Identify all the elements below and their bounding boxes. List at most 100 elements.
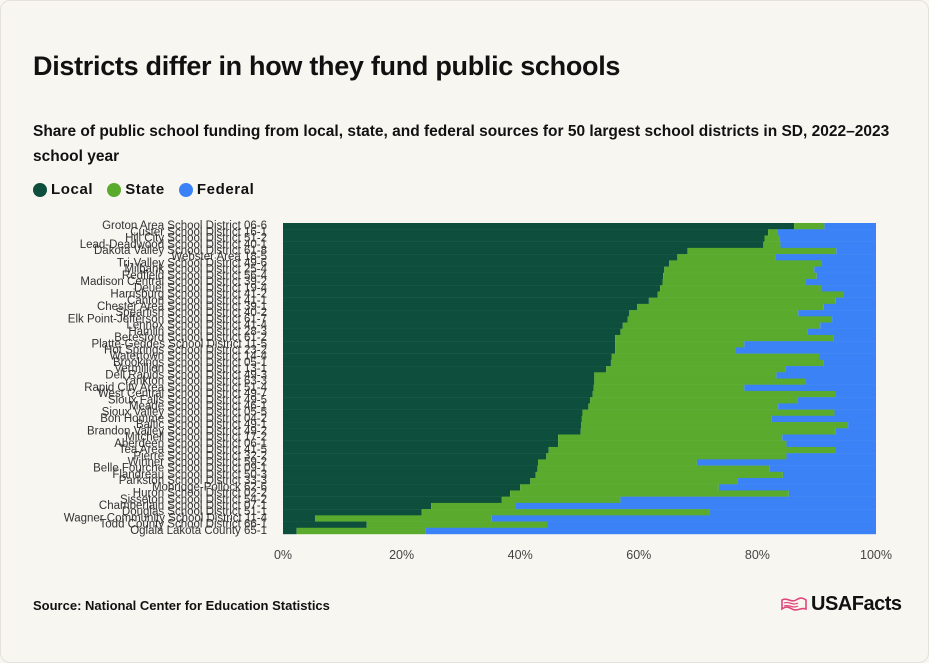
bar-segment-local: [283, 297, 649, 305]
category-label: Winner School District 59-2: [128, 456, 267, 468]
bar-segment-local: [283, 390, 593, 398]
category-label: Chester Area School District 39-1: [97, 301, 267, 313]
bar-segment-local: [283, 359, 611, 367]
bar-segment-state: [610, 359, 824, 367]
bar-segment-state: [629, 310, 799, 317]
category-label: Lennox School District 41-4: [126, 320, 267, 332]
bar-segment-state: [593, 384, 745, 392]
bar-segment-state: [558, 440, 787, 448]
bar-segment-state: [558, 434, 783, 441]
x-tick-label: 100%: [860, 548, 892, 562]
bar-segment-state: [660, 285, 822, 292]
bar-segment-state: [669, 260, 822, 267]
bar-segment-federal: [696, 459, 876, 466]
bar-segment-federal: [835, 390, 876, 398]
category-label: West Central School District 49-7: [98, 388, 267, 400]
legend-label-federal: Federal: [196, 181, 255, 198]
bar-segment-state: [588, 403, 779, 410]
bar-segment-local: [283, 285, 661, 292]
bar-segment-local: [283, 415, 582, 423]
bar-segment-federal: [806, 278, 876, 286]
bar-segment-federal: [820, 322, 876, 329]
category-label: Huron School District 02-2: [133, 488, 267, 500]
bar-segment-local: [283, 403, 589, 410]
bar-segment-state: [615, 347, 736, 354]
category-label: Mitchell School District 17-2: [125, 432, 267, 444]
legend-item-local: Local: [33, 181, 93, 198]
bar-segment-federal: [782, 434, 876, 441]
bar-segment-federal: [778, 403, 876, 410]
bar-segment-local: [283, 384, 594, 392]
category-label: Milbank School District 25-4: [124, 264, 267, 276]
bar-segment-state: [677, 254, 776, 261]
bar-segment-federal: [786, 440, 876, 448]
legend-swatch-state: [107, 182, 122, 197]
bar-segment-state: [580, 428, 836, 435]
bar-segment-federal: [782, 471, 876, 479]
logo-text: USAFacts: [811, 593, 902, 615]
bar-segment-local: [283, 397, 591, 404]
bar-segment-local: [283, 502, 432, 510]
category-label: Madison Central School District 39-2: [80, 276, 267, 288]
bar-segment-federal: [836, 247, 876, 255]
bar-segment-local: [283, 229, 769, 236]
bar-segment-state: [590, 397, 798, 404]
bar-segment-state: [664, 266, 815, 273]
bar-segment-federal: [816, 272, 876, 280]
category-label: Wagner Community School District 11-4: [64, 512, 268, 524]
bar-segment-federal: [848, 422, 876, 429]
bar-segment-local: [283, 372, 595, 379]
bar-segment-local: [283, 446, 549, 454]
category-label: Lead-Deadwood School District 40-1: [80, 239, 267, 251]
bar-segment-local: [283, 347, 616, 354]
bar-segment-local: [283, 334, 616, 342]
category-label: Meade School District 46-1: [129, 400, 267, 412]
bar-segment-local: [283, 490, 511, 497]
bar-segment-federal: [744, 341, 876, 348]
bar-segment-local: [283, 291, 658, 298]
bar-segment-state: [594, 378, 807, 385]
bar-segment-federal: [735, 347, 876, 354]
bar-segment-state: [594, 372, 777, 379]
category-label: Yankton School District 63-3: [123, 376, 267, 388]
bar-segment-state: [582, 409, 835, 417]
bar-segment-federal: [780, 241, 876, 249]
bar-segment-federal: [788, 490, 876, 497]
bar-segment-state: [611, 353, 820, 361]
bar-segment-state: [510, 490, 789, 497]
bar-segment-federal: [832, 316, 876, 323]
bar-segment-local: [283, 484, 521, 491]
bar-segment-state: [581, 415, 772, 423]
bar-segment-federal: [807, 328, 876, 336]
bar-segment-federal: [785, 366, 876, 373]
category-label: Platte-Geddes School District 11-5: [91, 338, 267, 350]
bar-segment-state: [657, 291, 844, 298]
bar-segment-federal: [769, 465, 876, 472]
bar-segment-local: [283, 422, 582, 429]
bar-segment-state: [520, 484, 719, 491]
bar-segment-federal: [824, 223, 876, 230]
bar-segment-federal: [798, 310, 876, 317]
bar-segment-state: [637, 303, 824, 311]
bar-segment-local: [283, 254, 678, 261]
bar-segment-local: [283, 316, 628, 323]
category-label: Spearfish School District 40-2: [116, 307, 267, 319]
bar-segment-local: [283, 428, 581, 435]
bar-segment-local: [283, 453, 547, 460]
bar-segment-local: [283, 409, 583, 417]
bar-segment-state: [764, 235, 780, 242]
category-label: Custer School District 16-1: [130, 226, 267, 238]
bar-segment-local: [283, 278, 663, 286]
bar-segment-federal: [819, 353, 876, 361]
bar-segment-federal: [833, 334, 876, 342]
legend-item-federal: Federal: [178, 181, 255, 198]
category-label: Sisseton School District 54-2: [120, 494, 267, 506]
category-label: Hill City School District 51-2: [125, 233, 267, 245]
bar-segment-local: [283, 459, 538, 466]
bar-segment-federal: [777, 229, 876, 236]
category-label: Flandreau School District 50-3: [112, 469, 267, 481]
category-label: Deuel School District 19-4: [134, 282, 268, 294]
bar-segment-state: [622, 322, 821, 329]
category-label: Dell Rapids School District 49-3: [105, 369, 267, 381]
